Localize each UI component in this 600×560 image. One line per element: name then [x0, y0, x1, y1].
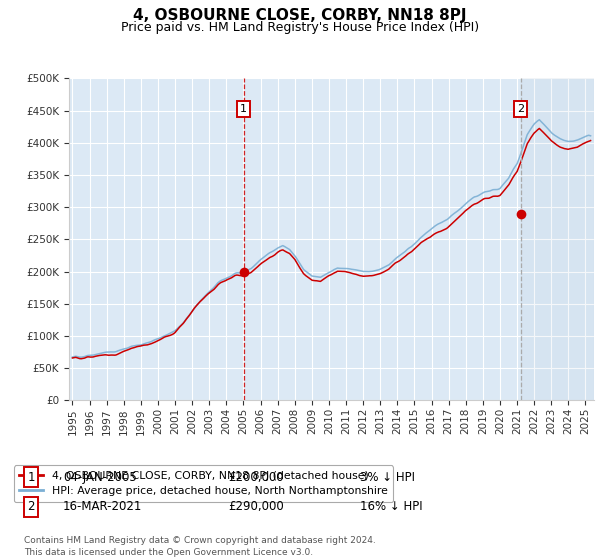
Legend: 4, OSBOURNE CLOSE, CORBY, NN18 8PJ (detached house), HPI: Average price, detache: 4, OSBOURNE CLOSE, CORBY, NN18 8PJ (deta…: [14, 465, 393, 502]
Text: 3% ↓ HPI: 3% ↓ HPI: [360, 470, 415, 484]
Text: 2: 2: [517, 104, 524, 114]
Text: Price paid vs. HM Land Registry's House Price Index (HPI): Price paid vs. HM Land Registry's House …: [121, 21, 479, 34]
Text: Contains HM Land Registry data © Crown copyright and database right 2024.
This d: Contains HM Land Registry data © Crown c…: [24, 536, 376, 557]
Text: 16-MAR-2021: 16-MAR-2021: [63, 500, 142, 514]
Text: 2: 2: [28, 500, 35, 514]
Text: 04-JAN-2005: 04-JAN-2005: [63, 470, 137, 484]
Text: 1: 1: [240, 104, 247, 114]
Bar: [521, 78, 594, 400]
Text: 1: 1: [28, 470, 35, 484]
Text: £290,000: £290,000: [228, 500, 284, 514]
Text: 4, OSBOURNE CLOSE, CORBY, NN18 8PJ: 4, OSBOURNE CLOSE, CORBY, NN18 8PJ: [133, 8, 467, 24]
Text: 16% ↓ HPI: 16% ↓ HPI: [360, 500, 422, 514]
Text: £200,000: £200,000: [228, 470, 284, 484]
